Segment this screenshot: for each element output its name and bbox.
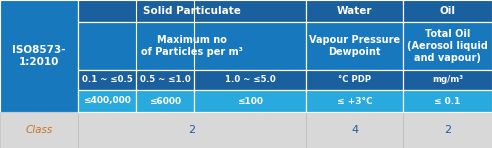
Text: Solid Particulate: Solid Particulate	[143, 6, 241, 16]
Bar	[306, 90, 403, 112]
Bar	[403, 22, 492, 70]
Bar	[306, 70, 403, 90]
Text: Water: Water	[337, 6, 372, 16]
Text: 2: 2	[188, 125, 195, 135]
Text: ≤ +3°C: ≤ +3°C	[337, 96, 372, 106]
Bar	[78, 70, 136, 90]
Text: 4: 4	[351, 125, 358, 135]
Bar	[194, 70, 306, 90]
Text: mg/m³: mg/m³	[432, 75, 463, 85]
Text: Vapour Pressure
Dewpoint: Vapour Pressure Dewpoint	[309, 35, 400, 57]
Text: ISO8573-
1:2010: ISO8573- 1:2010	[12, 45, 66, 67]
Bar	[194, 90, 306, 112]
Bar	[0, 0, 78, 112]
Bar	[136, 90, 194, 112]
Text: Maximum no
of Particles per m³: Maximum no of Particles per m³	[141, 35, 243, 57]
Text: 2: 2	[444, 125, 451, 135]
Text: ≤6000: ≤6000	[149, 96, 181, 106]
Bar	[306, 0, 403, 22]
Text: °C PDP: °C PDP	[338, 75, 371, 85]
Bar	[78, 22, 306, 70]
Text: Oil: Oil	[439, 6, 456, 16]
Bar	[78, 0, 306, 22]
Text: 1.0 ~ ≤5.0: 1.0 ~ ≤5.0	[225, 75, 276, 85]
Bar	[403, 112, 492, 148]
Text: ≤400,000: ≤400,000	[83, 96, 131, 106]
Text: ≤100: ≤100	[237, 96, 263, 106]
Text: Class: Class	[26, 125, 53, 135]
Text: Total Oil
(Aerosol liquid
and vapour): Total Oil (Aerosol liquid and vapour)	[407, 29, 488, 63]
Bar	[78, 90, 136, 112]
Bar	[306, 22, 403, 70]
Bar	[403, 90, 492, 112]
Bar	[0, 112, 78, 148]
Text: 0.1 ~ ≤0.5: 0.1 ~ ≤0.5	[82, 75, 132, 85]
Text: ≤ 0.1: ≤ 0.1	[434, 96, 461, 106]
Bar	[78, 112, 306, 148]
Bar	[403, 70, 492, 90]
Bar	[306, 112, 403, 148]
Bar	[136, 70, 194, 90]
Bar	[403, 0, 492, 22]
Text: 0.5 ~ ≤1.0: 0.5 ~ ≤1.0	[140, 75, 190, 85]
